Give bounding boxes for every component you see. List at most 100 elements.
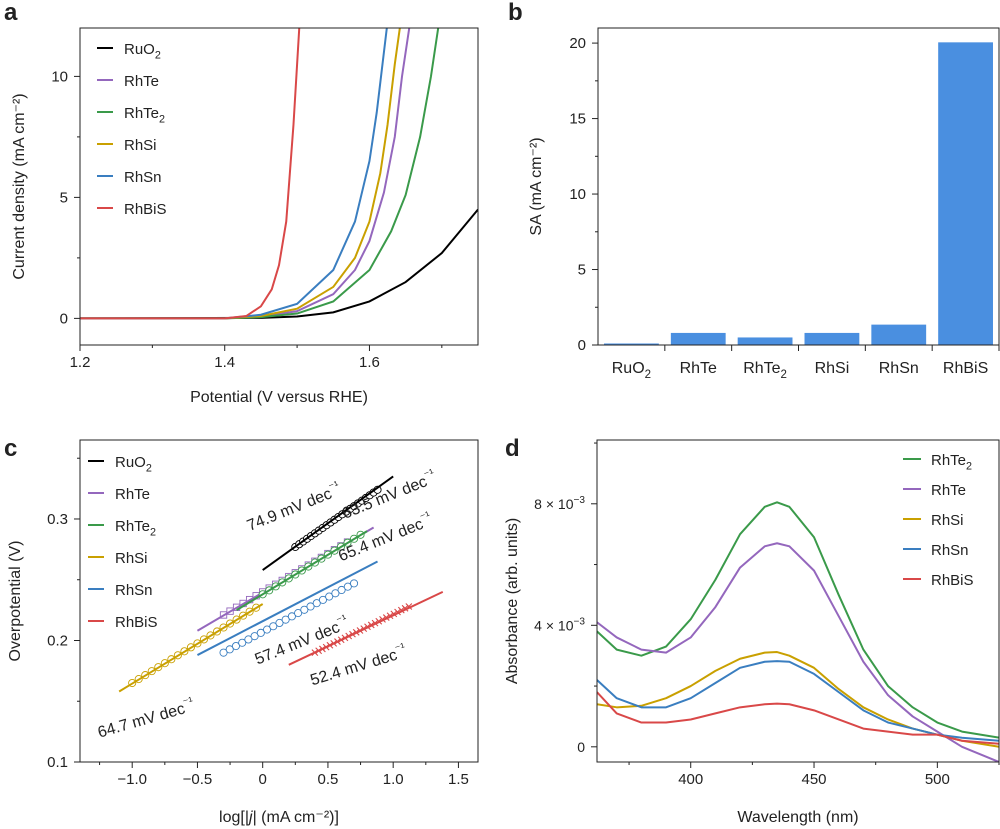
category-label-rhsi: RhSi bbox=[815, 360, 850, 377]
fit-line-rhsn bbox=[196, 560, 378, 656]
data-point bbox=[306, 602, 315, 611]
plot-frame bbox=[79, 439, 479, 763]
y-tick-label: 4 × 10−3 bbox=[534, 617, 585, 634]
panel-b: RuO2 RhTe RhTe2 RhSi RhSn RhBiS 0 5 10 15 20 SA (mA… bbox=[528, 27, 1000, 381]
data-point bbox=[300, 605, 309, 614]
y-tick-label: 10 bbox=[569, 186, 586, 203]
panel-a: 1.2 1.4 1.6 0 5 10 Potential (V versus RHE) Cur… bbox=[11, 27, 479, 406]
bar-rhsi bbox=[804, 332, 860, 345]
bar-rhsn bbox=[871, 324, 927, 345]
data-point bbox=[250, 632, 259, 641]
x-tick-label: 450 bbox=[802, 771, 827, 788]
x-axis-label: log[|j| (mA cm⁻²)] bbox=[219, 809, 339, 826]
slope-label-rhsi: 64.7 mV dec⁻¹ bbox=[95, 695, 196, 741]
curve-rhbis bbox=[80, 28, 301, 320]
y-axis-label: Current density (mA cm⁻²) bbox=[11, 93, 28, 279]
fit-line-rhsi bbox=[118, 603, 264, 693]
y-tick-label: 20 bbox=[569, 35, 586, 52]
data-point bbox=[244, 635, 253, 644]
bar-rhbis bbox=[938, 42, 993, 345]
x-tick-label: 1.4 bbox=[214, 354, 235, 371]
legend-label-rhte2: RhTe2 bbox=[115, 518, 156, 539]
legend: RhTe2 RhTe RhSi RhSn RhBiS bbox=[903, 452, 974, 589]
legend-label-ruo2: RuO2 bbox=[115, 454, 152, 475]
data-point bbox=[262, 625, 272, 634]
legend-label-rhte: RhTe bbox=[124, 73, 159, 90]
legend-label-ruo2: RuO2 bbox=[124, 41, 161, 62]
legend: RuO2 RhTe RhTe2 RhSi RhSn RhBiS bbox=[97, 41, 167, 218]
data-point bbox=[337, 585, 346, 595]
legend-label-rhte2: RhTe2 bbox=[124, 105, 165, 126]
legend-label-rhsi: RhSi bbox=[931, 512, 964, 529]
data-point bbox=[238, 638, 247, 647]
data-point bbox=[331, 589, 340, 598]
category-label-rhte: RhTe bbox=[680, 360, 717, 377]
spectrum-rhbis bbox=[597, 691, 999, 745]
data-point bbox=[349, 579, 359, 588]
data-point bbox=[287, 612, 296, 621]
panel-letter-b: b bbox=[508, 0, 523, 26]
y-tick-label: 0 bbox=[60, 310, 68, 327]
y-axis-label: Absorbance (arb. units) bbox=[504, 518, 521, 684]
data-point bbox=[269, 622, 278, 631]
x-tick-label: −0.5 bbox=[183, 771, 213, 788]
x-tick-label: 0.5 bbox=[318, 771, 339, 788]
y-tick-label: 10 bbox=[51, 68, 68, 85]
category-label-rhsn: RhSn bbox=[879, 360, 919, 377]
category-label-rhbis: RhBiS bbox=[943, 360, 988, 377]
y-tick-label: 8 × 10−3 bbox=[534, 495, 585, 512]
spectrum-rhte2 bbox=[597, 501, 999, 739]
data-point bbox=[312, 599, 321, 608]
x-axis-label: Wavelength (nm) bbox=[737, 809, 858, 826]
x-axis-label: Potential (V versus RHE) bbox=[190, 389, 368, 406]
legend-label-rhbis: RhBiS bbox=[124, 201, 167, 218]
legend-label-rhte: RhTe bbox=[115, 486, 150, 503]
panel-letter-a: a bbox=[4, 0, 18, 26]
spectrum-rhsn bbox=[597, 660, 999, 742]
data-point bbox=[325, 592, 334, 601]
plot-frame bbox=[597, 27, 1000, 346]
x-tick-label: 1.5 bbox=[448, 771, 469, 788]
y-axis-label: Overpotential (V) bbox=[7, 541, 24, 662]
x-tick-label: 1.0 bbox=[383, 771, 404, 788]
data-point bbox=[225, 645, 234, 654]
legend-label-rhte2: RhTe2 bbox=[931, 452, 972, 473]
legend: RuO2 RhTe RhTe2 RhSi RhSn RhBiS bbox=[88, 454, 158, 631]
y-tick-label: 5 bbox=[578, 262, 586, 279]
category-label-rhte2: RhTe2 bbox=[743, 360, 787, 381]
legend-label-rhsn: RhSn bbox=[931, 542, 969, 559]
bar-rhte2 bbox=[737, 337, 793, 345]
legend-label-rhbis: RhBiS bbox=[115, 614, 158, 631]
data-point bbox=[231, 641, 241, 651]
y-tick-label: 5 bbox=[60, 189, 68, 206]
plot-frame bbox=[79, 27, 479, 346]
legend-label-rhbis: RhBiS bbox=[931, 572, 974, 589]
panel-c: 74.9 mV dec⁻¹ 63.5 mV dec⁻¹65.4 mV dec⁻¹6… bbox=[7, 439, 479, 826]
y-tick-label: 15 bbox=[569, 111, 586, 128]
legend-label-rhsn: RhSn bbox=[124, 169, 162, 186]
data-point bbox=[275, 618, 284, 628]
data-point bbox=[343, 582, 352, 591]
data-point bbox=[294, 609, 303, 618]
panel-letter-c: c bbox=[4, 435, 17, 462]
curve-ruo2 bbox=[80, 208, 478, 320]
fit-line-rhte2 bbox=[236, 530, 368, 611]
fit-line-ruo2 bbox=[262, 475, 394, 571]
y-tick-label: 0.3 bbox=[47, 511, 68, 528]
data-point bbox=[256, 628, 265, 637]
legend-label-rhsn: RhSn bbox=[115, 582, 153, 599]
y-tick-label: 0 bbox=[577, 739, 585, 755]
category-label-ruo2: RuO2 bbox=[612, 360, 651, 381]
data-point bbox=[281, 615, 290, 624]
spectrum-rhte bbox=[597, 542, 999, 762]
data-point bbox=[219, 648, 228, 657]
x-tick-label: 1.6 bbox=[359, 354, 380, 371]
x-tick-label: 500 bbox=[925, 771, 950, 788]
y-tick-label: 0.1 bbox=[47, 754, 68, 771]
plot-frame bbox=[596, 439, 1000, 763]
bar-ruo2 bbox=[604, 343, 659, 345]
x-tick-label: 400 bbox=[678, 771, 703, 788]
x-tick-label: −1.0 bbox=[117, 771, 147, 788]
legend-label-rhsi: RhSi bbox=[115, 550, 148, 567]
